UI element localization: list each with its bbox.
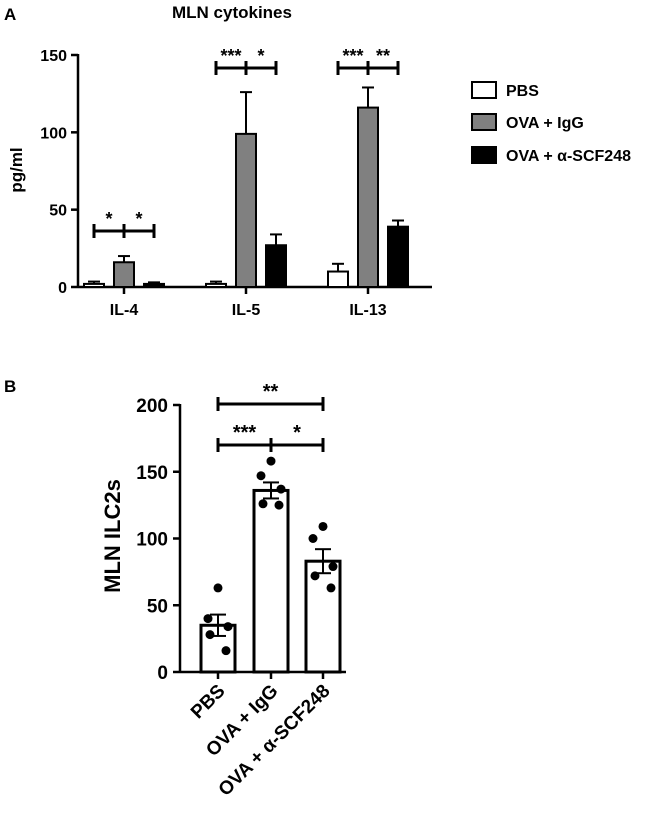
panel-b-bar: [252, 488, 290, 674]
panel-b-data-point: [213, 583, 223, 593]
panel-b-ytick-label: 50: [147, 596, 168, 617]
panel-b-data-point: [205, 630, 215, 640]
panel-a-xtick-label: IL-5: [232, 302, 261, 319]
panel-a-sig-label: ***: [220, 46, 241, 66]
panel-b-label: B: [4, 377, 16, 396]
panel-b-data-point: [276, 484, 286, 494]
panel-b-sig-label: **: [263, 381, 279, 403]
panel-a-ylabel: pg/ml: [7, 147, 26, 192]
panel-a-bar: [83, 282, 105, 289]
panel-a-bar: [113, 261, 135, 288]
panel-b-data-point: [266, 456, 276, 466]
panel-a-sig-label: ***: [342, 46, 363, 66]
panel-b-data-point: [308, 534, 318, 543]
panel-b-data-point: [221, 646, 231, 656]
panel-b-data-point: [328, 562, 338, 572]
panel-a-ytick-label: 50: [49, 203, 67, 220]
panel-a-bar: [327, 270, 349, 288]
panel-b-sig-label: *: [293, 422, 301, 444]
panel-a-bar: [205, 282, 227, 289]
panel-b-data-point: [258, 499, 268, 509]
panel-a-ytick-label: 150: [40, 48, 67, 65]
panel-a-legend-label: OVA + IgG: [506, 115, 584, 132]
panel-a-bar: [387, 225, 409, 288]
panel-b-xtick-label: PBS: [187, 681, 229, 723]
panel-a-sig-label: *: [257, 46, 264, 66]
panel-a-sig-label: **: [376, 46, 390, 66]
panel-a-bar: [235, 132, 257, 288]
panel-b-ylabel: MLN ILC2s: [100, 479, 125, 593]
panel-b-data-point: [310, 571, 320, 581]
panel-a-legend-swatch: [471, 81, 497, 99]
panel-a-sig-label: *: [105, 209, 112, 229]
panel-a-label: A: [4, 5, 16, 24]
panel-a-xtick-label: IL-13: [349, 302, 386, 319]
panel-b-data-point: [318, 521, 328, 531]
panel-a-legend-swatch: [471, 113, 497, 131]
panel-b-data-point: [326, 583, 336, 593]
panel-b-bar: [304, 559, 342, 674]
panel-a-sig-label: *: [135, 209, 142, 229]
panel-b-ytick-label: 150: [136, 463, 168, 484]
panel-a-bar: [357, 106, 379, 288]
panel-a-legend-label: OVA + α-SCF248: [506, 148, 631, 165]
panel-a-xtick-label: IL-4: [110, 302, 139, 319]
panel-b-ytick-label: 100: [136, 530, 168, 551]
panel-a-bar: [265, 244, 287, 289]
panel-a-legend-label: PBS: [506, 83, 539, 100]
panel-b-data-point: [203, 614, 213, 624]
panel-a-ytick-label: 100: [40, 125, 67, 142]
panel-b-ytick-label: 0: [157, 663, 168, 684]
panel-b-ytick-label: 200: [136, 396, 168, 417]
panel-a-ytick-label: 0: [58, 280, 67, 297]
panel-a-title: MLN cytokines: [172, 3, 292, 22]
panel-a-legend-swatch: [471, 146, 497, 164]
panel-b-data-point: [223, 622, 233, 632]
panel-a-bar: [143, 282, 165, 289]
panel-b-data-point: [256, 471, 266, 481]
panel-b-sig-label: ***: [233, 422, 257, 444]
panel-b-data-point: [274, 500, 284, 510]
